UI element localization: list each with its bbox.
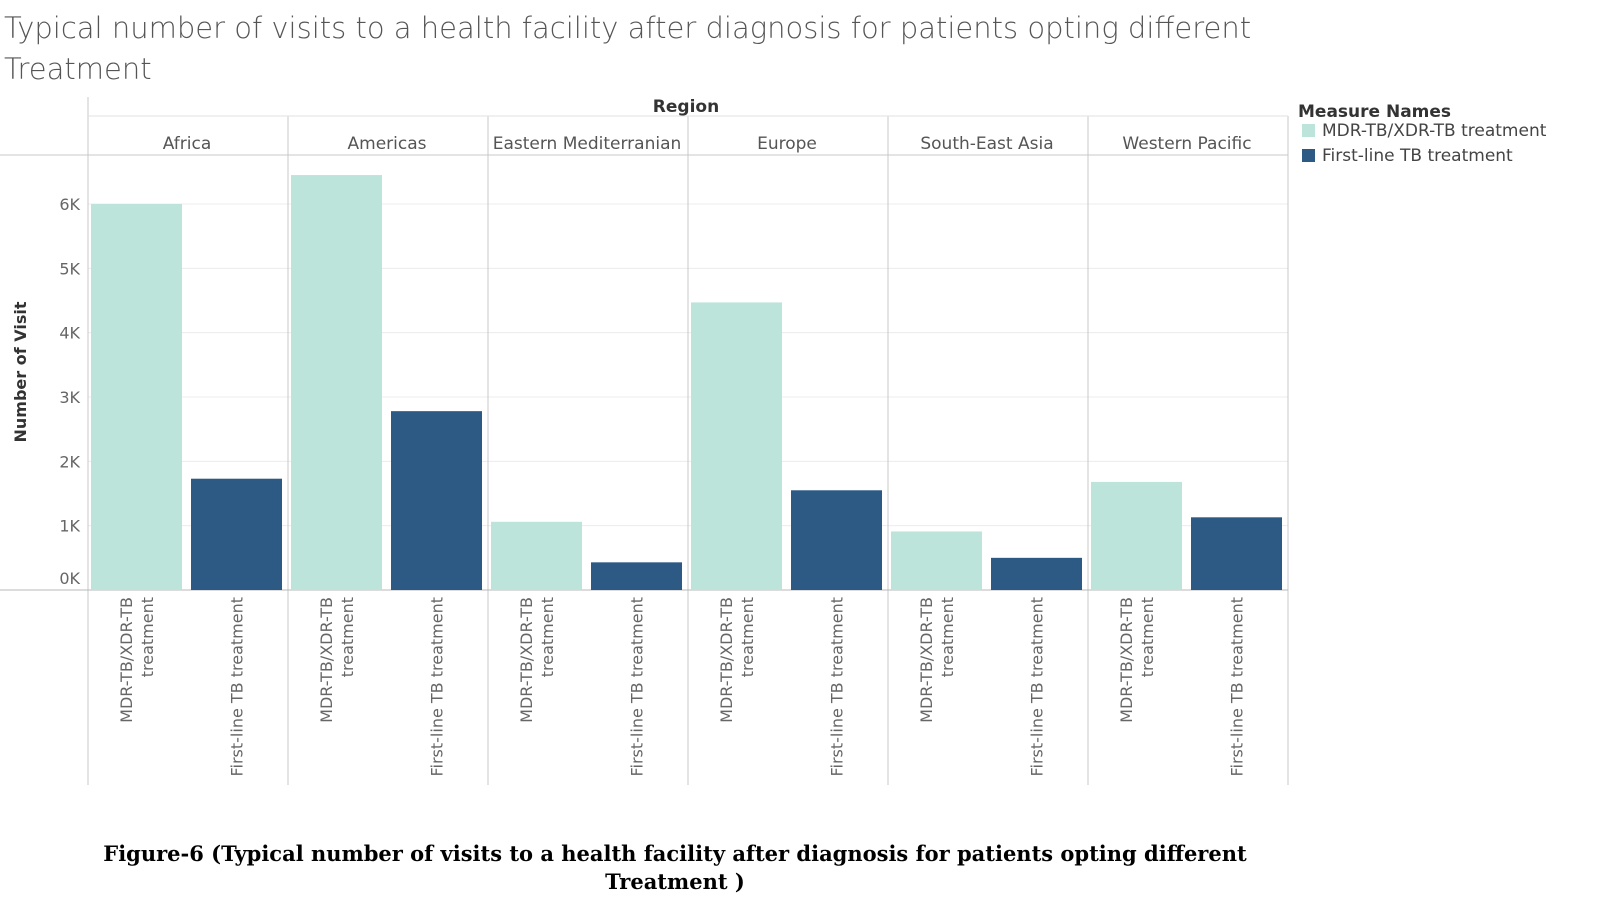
region-label: Americas [348, 134, 427, 154]
y-tick-label: 3K [59, 388, 80, 407]
x-tick-label: treatment [738, 597, 757, 677]
y-axis-label: Number of Visit [11, 301, 30, 442]
bar [391, 411, 482, 590]
region-label: Europe [757, 134, 817, 154]
bar [1191, 517, 1282, 590]
x-tick-label: First-line TB treatment [1028, 597, 1047, 777]
caption-line-2: Treatment ) [605, 869, 745, 894]
bar [491, 521, 582, 590]
region-label: Eastern Mediterranian [493, 134, 682, 154]
x-tick-label: treatment [1138, 597, 1157, 677]
x-tick-label: MDR-TB/XDR-TB [717, 597, 736, 723]
bar [191, 478, 282, 590]
label-layer: 0K 1K 2K 3K 4K 5K 6K Region Number of Visit Afric… [11, 97, 1252, 777]
bar [991, 557, 1082, 590]
y-tick-label: 2K [59, 452, 80, 471]
region-label: Africa [163, 134, 212, 154]
y-tick-label: 0K [59, 569, 80, 588]
bar [1091, 481, 1182, 590]
bar [691, 302, 782, 590]
x-tick-label: treatment [338, 597, 357, 677]
bar [791, 490, 882, 590]
x-tick-label: First-line TB treatment [828, 597, 847, 777]
x-tick-label: treatment [138, 597, 157, 677]
caption-line-1: Figure-6 (Typical number of visits to a … [103, 841, 1247, 866]
x-tick-label: MDR-TB/XDR-TB [117, 597, 136, 723]
legend-swatch [1302, 124, 1315, 137]
x-tick-label: MDR-TB/XDR-TB [1117, 597, 1136, 723]
legend-label: MDR-TB/XDR-TB treatment [1322, 121, 1547, 141]
bar [891, 531, 982, 590]
region-label: Western Pacific [1122, 134, 1251, 154]
bar [91, 204, 182, 590]
x-tick-label: First-line TB treatment [228, 597, 247, 777]
bar [291, 175, 382, 591]
y-tick-label: 1K [59, 517, 80, 536]
x-tick-label: MDR-TB/XDR-TB [917, 597, 936, 723]
legend-label: First-line TB treatment [1322, 146, 1513, 166]
x-tick-label: treatment [538, 597, 557, 677]
y-tick-label: 5K [59, 259, 80, 278]
region-label: South-East Asia [920, 134, 1053, 154]
legend-title: Measure Names [1298, 102, 1451, 122]
region-header: Region [653, 97, 719, 117]
x-tick-label: First-line TB treatment [1228, 597, 1247, 777]
x-tick-label: MDR-TB/XDR-TB [317, 597, 336, 723]
y-tick-label: 6K [59, 195, 80, 214]
x-tick-label: treatment [938, 597, 957, 677]
x-tick-label: MDR-TB/XDR-TB [517, 597, 536, 723]
figure-caption: Figure-6 (Typical number of visits to a … [0, 840, 1350, 896]
chart-area: 0K 1K 2K 3K 4K 5K 6K Region Number of Visit Afric… [0, 97, 1547, 785]
chart-title: Typical number of visits to a health fac… [4, 11, 1252, 86]
y-tick-label: 4K [59, 324, 80, 343]
x-tick-label: First-line TB treatment [428, 597, 447, 777]
bar [591, 562, 682, 590]
legend-swatch [1302, 149, 1315, 162]
x-tick-label: First-line TB treatment [628, 597, 647, 777]
bar-layer [91, 175, 1282, 591]
